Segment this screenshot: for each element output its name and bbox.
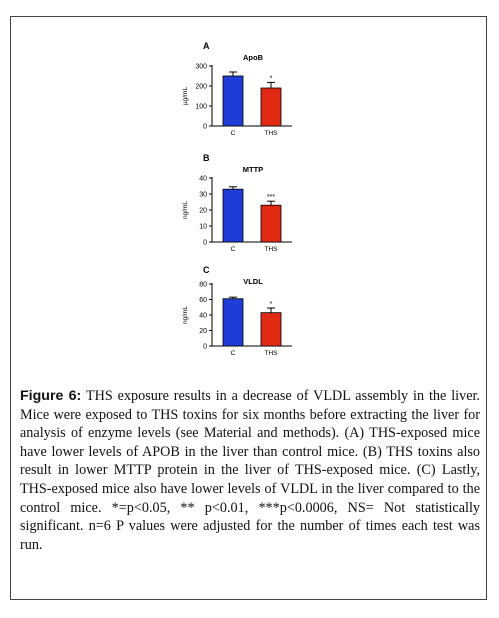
panel-a-xtick-label: C (231, 130, 236, 137)
panel-b-ylabel: ng/mL (182, 201, 189, 219)
panel-a-ytick-label: 300 (195, 63, 207, 70)
panel-c-label: C (203, 265, 210, 275)
panel-b-label: B (203, 153, 210, 163)
caption-label: Figure 6: (20, 388, 82, 404)
panel-c-bar-ths (260, 312, 282, 347)
panel-a-ylabel: µg/mL (182, 87, 189, 106)
panel-c-title: VLDL (243, 277, 263, 286)
panel-b-xtick-label: C (231, 246, 236, 253)
panel-c-ytick-label: 60 (199, 297, 207, 304)
panel-a-ytick-label: 100 (195, 103, 207, 110)
panel-b-bar-ths (260, 204, 282, 243)
panel-c-ylabel: ng/mL (182, 306, 189, 324)
panel-b-ytick-label: 10 (199, 223, 207, 230)
panel-c-xtick-label: THS (265, 350, 279, 357)
panel-c-ytick-label: 40 (199, 312, 207, 319)
panel-c-ytick-label: 20 (199, 328, 207, 335)
panel-b-ytick-label: 20 (199, 207, 207, 214)
panel-a-significance-marker: * (270, 75, 273, 82)
panel-c-bar-c (222, 298, 244, 347)
chart-panel-a: A ApoB µg/mL 0 100 200 300 C THS * (182, 41, 292, 137)
panel-a-bar-ths (260, 87, 282, 127)
panel-c-ytick-label: 80 (199, 281, 207, 288)
panel-b-ytick-label: 30 (199, 191, 207, 198)
panel-b-bar-c (222, 188, 244, 243)
panel-c-significance-marker: * (270, 301, 273, 308)
chart-panel-b: B MTTP ng/mL 0 10 20 30 40 C THS *** (182, 153, 292, 253)
caption-text: THS exposure results in a decrease of VL… (20, 388, 480, 553)
figure-frame (10, 16, 487, 600)
panel-b-title: MTTP (243, 165, 263, 174)
panel-a-xtick-label: THS (265, 130, 279, 137)
panel-b-ytick-label: 40 (199, 175, 207, 182)
panel-a-label: A (203, 41, 210, 51)
panel-c-ytick-label: 0 (203, 343, 207, 350)
panel-b-significance-marker: *** (267, 194, 275, 201)
chart-panel-c: C VLDL ng/mL 0 20 40 60 80 C THS * (182, 265, 292, 357)
panel-a-ytick-label: 200 (195, 83, 207, 90)
figure-caption: Figure 6: THS exposure results in a decr… (20, 387, 480, 554)
panel-a-title: ApoB (243, 53, 264, 62)
panel-b-ytick-label: 0 (203, 239, 207, 246)
panel-c-xtick-label: C (231, 350, 236, 357)
panel-a-bar-c (222, 75, 244, 127)
panel-a-ytick-label: 0 (203, 123, 207, 130)
panel-b-xtick-label: THS (265, 246, 279, 253)
